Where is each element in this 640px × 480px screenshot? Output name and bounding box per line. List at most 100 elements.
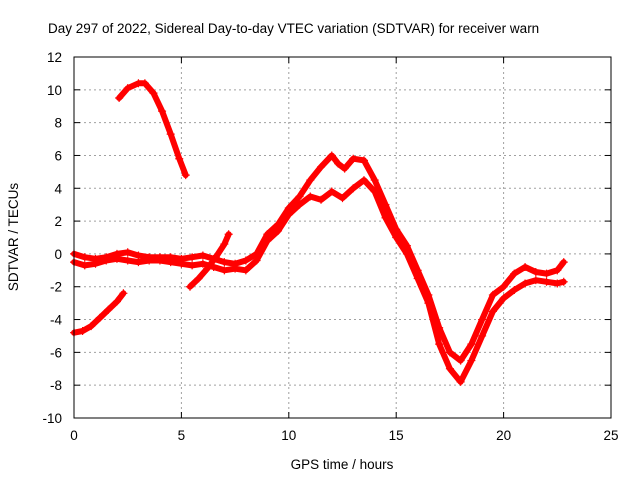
data-point-marker bbox=[338, 194, 347, 203]
data-point-marker bbox=[198, 251, 207, 260]
data-point-marker bbox=[188, 253, 197, 262]
data-point-marker bbox=[553, 266, 562, 275]
data-point-marker bbox=[284, 210, 293, 219]
data-point-marker bbox=[80, 253, 89, 262]
x-tick-label: 15 bbox=[389, 428, 404, 443]
y-tick-label: 0 bbox=[54, 247, 62, 262]
data-point-marker bbox=[559, 277, 568, 286]
data-point-marker bbox=[499, 294, 508, 303]
data-point-marker bbox=[123, 248, 132, 257]
data-point-marker bbox=[224, 230, 233, 239]
y-tick-label: 4 bbox=[54, 181, 62, 196]
y-tick-label: -6 bbox=[50, 345, 62, 360]
data-point-marker bbox=[158, 107, 167, 116]
data-point-marker bbox=[435, 340, 444, 349]
series-isolated-arc bbox=[115, 79, 190, 180]
y-tick-label: -8 bbox=[50, 378, 62, 393]
y-tick-label: 2 bbox=[54, 214, 62, 229]
data-point-marker bbox=[359, 176, 368, 185]
data-point-marker bbox=[80, 261, 89, 270]
data-point-marker bbox=[445, 348, 454, 357]
data-point-marker bbox=[166, 130, 175, 139]
data-point-marker bbox=[220, 258, 229, 267]
data-point-marker bbox=[211, 253, 220, 262]
x-axis-label: GPS time / hours bbox=[291, 457, 394, 472]
y-tick-label: 12 bbox=[47, 50, 62, 65]
data-point-marker bbox=[424, 299, 433, 308]
data-point-marker bbox=[134, 258, 143, 267]
data-point-marker bbox=[370, 176, 379, 185]
y-tick-label: -2 bbox=[50, 280, 62, 295]
data-point-marker bbox=[295, 192, 304, 201]
data-point-marker bbox=[478, 315, 487, 324]
data-point-marker bbox=[115, 94, 124, 103]
data-point-marker bbox=[359, 156, 368, 165]
data-point-marker bbox=[488, 290, 497, 299]
data-point-marker bbox=[123, 256, 132, 265]
x-tick-label: 0 bbox=[70, 428, 78, 443]
data-point-marker bbox=[340, 164, 349, 173]
data-point-marker bbox=[317, 162, 326, 171]
x-tick-label: 5 bbox=[178, 428, 186, 443]
y-tick-label: -4 bbox=[50, 313, 62, 328]
series-trace-band bbox=[187, 231, 232, 290]
data-point-marker bbox=[521, 279, 530, 288]
data-point-marker bbox=[185, 282, 194, 291]
series-trace-b-lower bbox=[70, 176, 568, 386]
chart-title: Day 297 of 2022, Sidereal Day-to-day VTE… bbox=[48, 21, 539, 36]
y-tick-label: -10 bbox=[42, 411, 62, 426]
data-point-marker bbox=[95, 313, 104, 322]
data-point-marker bbox=[334, 159, 343, 168]
data-point-marker bbox=[542, 269, 551, 278]
data-point-marker bbox=[231, 264, 240, 273]
data-point-marker bbox=[263, 236, 272, 245]
data-point-marker bbox=[241, 256, 250, 265]
data-point-marker bbox=[295, 200, 304, 209]
data-point-marker bbox=[467, 356, 476, 365]
data-point-marker bbox=[149, 89, 158, 98]
data-point-marker bbox=[559, 258, 568, 267]
series-isolated-rising-segment bbox=[185, 230, 233, 291]
data-point-marker bbox=[510, 269, 519, 278]
tick-labels: 0 5 10 15 20 25 -10 -8 -6 -4 -2 0 2 4 6 8 10 12 bbox=[42, 50, 618, 443]
data-point-marker bbox=[274, 226, 283, 235]
data-point-marker bbox=[349, 184, 358, 193]
data-point-marker bbox=[119, 289, 128, 298]
data-point-marker bbox=[188, 261, 197, 270]
data-point-marker bbox=[456, 377, 465, 386]
data-point-marker bbox=[306, 192, 315, 201]
x-tick-label: 20 bbox=[496, 428, 511, 443]
data-point-marker bbox=[220, 240, 229, 249]
data-point-marker bbox=[177, 259, 186, 268]
data-point-marker bbox=[252, 256, 261, 265]
data-point-marker bbox=[499, 282, 508, 291]
data-point-marker bbox=[456, 356, 465, 365]
data-point-marker bbox=[194, 274, 203, 283]
data-point-marker bbox=[478, 331, 487, 340]
data-point-marker bbox=[91, 259, 100, 268]
y-tick-label: 8 bbox=[54, 116, 62, 131]
data-point-marker bbox=[327, 187, 336, 196]
data-point-marker bbox=[198, 259, 207, 268]
data-point-marker bbox=[306, 176, 315, 185]
data-point-marker bbox=[349, 154, 358, 163]
data-point-marker bbox=[488, 307, 497, 316]
data-point-marker bbox=[510, 286, 519, 295]
data-point-marker bbox=[327, 151, 336, 160]
x-tick-label: 25 bbox=[603, 428, 618, 443]
data-point-marker bbox=[402, 249, 411, 258]
data-point-marker bbox=[166, 258, 175, 267]
data-point-marker bbox=[140, 79, 149, 88]
y-axis-label: SDTVAR / TECUs bbox=[6, 183, 21, 292]
y-tick-label: 10 bbox=[47, 83, 62, 98]
data-point-marker bbox=[123, 84, 132, 93]
data-point-marker bbox=[104, 305, 113, 314]
data-point-marker bbox=[392, 233, 401, 242]
y-tick-label: 6 bbox=[54, 148, 62, 163]
data-point-marker bbox=[175, 154, 184, 163]
data-point-marker bbox=[531, 267, 540, 276]
plot-frame bbox=[73, 56, 612, 419]
data-point-marker bbox=[413, 274, 422, 283]
